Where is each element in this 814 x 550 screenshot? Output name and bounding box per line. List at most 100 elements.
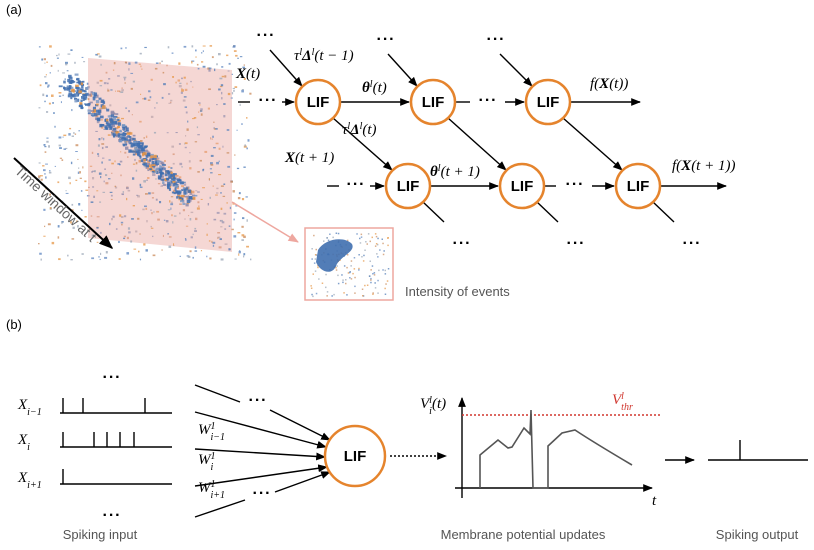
event-dot — [133, 205, 135, 206]
ellipsis: ··· — [453, 235, 472, 252]
event-dot — [80, 100, 82, 103]
event-dot — [119, 131, 122, 133]
event-dot — [130, 241, 132, 243]
event-dot — [130, 73, 133, 74]
event-dot — [44, 173, 45, 174]
event-dot — [114, 62, 116, 64]
ellipsis: ··· — [567, 235, 586, 252]
event-dot — [376, 243, 378, 245]
event-dot — [375, 233, 377, 235]
event-dot — [350, 265, 352, 267]
event-dot — [135, 62, 138, 64]
event-dot — [140, 187, 143, 189]
event-dot — [209, 258, 211, 260]
event-dot — [201, 250, 202, 251]
event-dot — [124, 140, 126, 143]
event-dot — [63, 81, 66, 84]
math-part: (t) — [432, 396, 446, 412]
event-dot — [154, 158, 157, 160]
event-dot — [231, 98, 233, 99]
event-dot — [234, 154, 235, 155]
ellipsis: ··· — [103, 507, 122, 524]
event-dot — [88, 112, 91, 114]
event-dot — [122, 133, 126, 136]
lif-label: LIF — [537, 94, 560, 111]
math-part: 1 — [211, 451, 216, 462]
event-dot — [58, 225, 60, 227]
event-dot — [55, 166, 56, 167]
event-dot — [138, 251, 139, 253]
event-dot — [159, 165, 162, 168]
event-dot — [57, 181, 59, 183]
event-dot — [142, 143, 144, 146]
event-dot — [193, 197, 196, 200]
event-dot — [104, 257, 107, 259]
event-dot — [144, 137, 145, 139]
event-dot — [370, 278, 372, 280]
event-dot — [212, 136, 214, 138]
event-dot — [221, 258, 224, 260]
event-dot — [59, 137, 62, 139]
event-dot — [325, 274, 327, 276]
line — [423, 202, 444, 222]
event-dot — [153, 255, 156, 257]
math-label: θl(t + 1) — [430, 163, 480, 181]
event-dot — [213, 122, 214, 123]
event-dot — [187, 121, 188, 123]
ellipsis: ··· — [103, 369, 122, 386]
event-dot — [81, 86, 83, 89]
event-dot — [217, 237, 218, 238]
event-dot — [167, 182, 170, 185]
event-dot — [222, 76, 224, 77]
event-dot — [362, 289, 364, 291]
event-dot — [140, 156, 142, 159]
event-dot — [160, 174, 162, 177]
event-dot — [140, 184, 142, 186]
event-dot — [377, 280, 379, 282]
arrow — [270, 410, 330, 440]
event-dot — [48, 85, 50, 87]
math-part: θ — [362, 80, 370, 96]
event-dot — [106, 121, 109, 124]
math-part: (t − 1) — [314, 48, 353, 64]
event-dot — [149, 164, 152, 167]
event-dot — [171, 178, 173, 180]
event-dot — [378, 270, 380, 272]
event-dot — [191, 61, 192, 63]
event-dot — [131, 88, 133, 90]
event-dot — [250, 259, 251, 261]
event-dot — [170, 167, 172, 169]
event-dot — [78, 172, 79, 174]
event-dot — [198, 68, 200, 70]
event-dot — [246, 196, 248, 197]
event-dot — [311, 248, 313, 250]
event-dot — [150, 155, 153, 158]
event-dot — [181, 89, 184, 91]
lif-label: LIF — [344, 448, 367, 465]
event-dot — [53, 112, 55, 114]
arrow — [388, 54, 417, 86]
event-dot — [141, 147, 143, 150]
event-dot — [94, 93, 97, 96]
event-dot — [234, 212, 237, 214]
math-label: W1i−1 — [198, 421, 225, 443]
math-part: Δ — [349, 122, 359, 138]
event-dot — [221, 84, 223, 86]
event-dot — [377, 292, 379, 294]
event-dot — [146, 165, 149, 167]
event-dot — [369, 275, 371, 277]
event-dot — [358, 269, 360, 271]
lif-label: LIF — [397, 178, 420, 195]
event-dot — [97, 242, 99, 243]
event-dot — [58, 54, 59, 56]
event-dot — [94, 113, 97, 116]
event-dot — [385, 273, 387, 275]
event-dot — [126, 198, 127, 200]
event-dot — [184, 46, 187, 48]
event-dot — [352, 273, 354, 275]
event-dot — [85, 216, 87, 218]
event-dot — [122, 124, 125, 127]
event-dot — [162, 181, 164, 184]
event-dot — [63, 135, 66, 136]
event-dot — [215, 195, 218, 196]
